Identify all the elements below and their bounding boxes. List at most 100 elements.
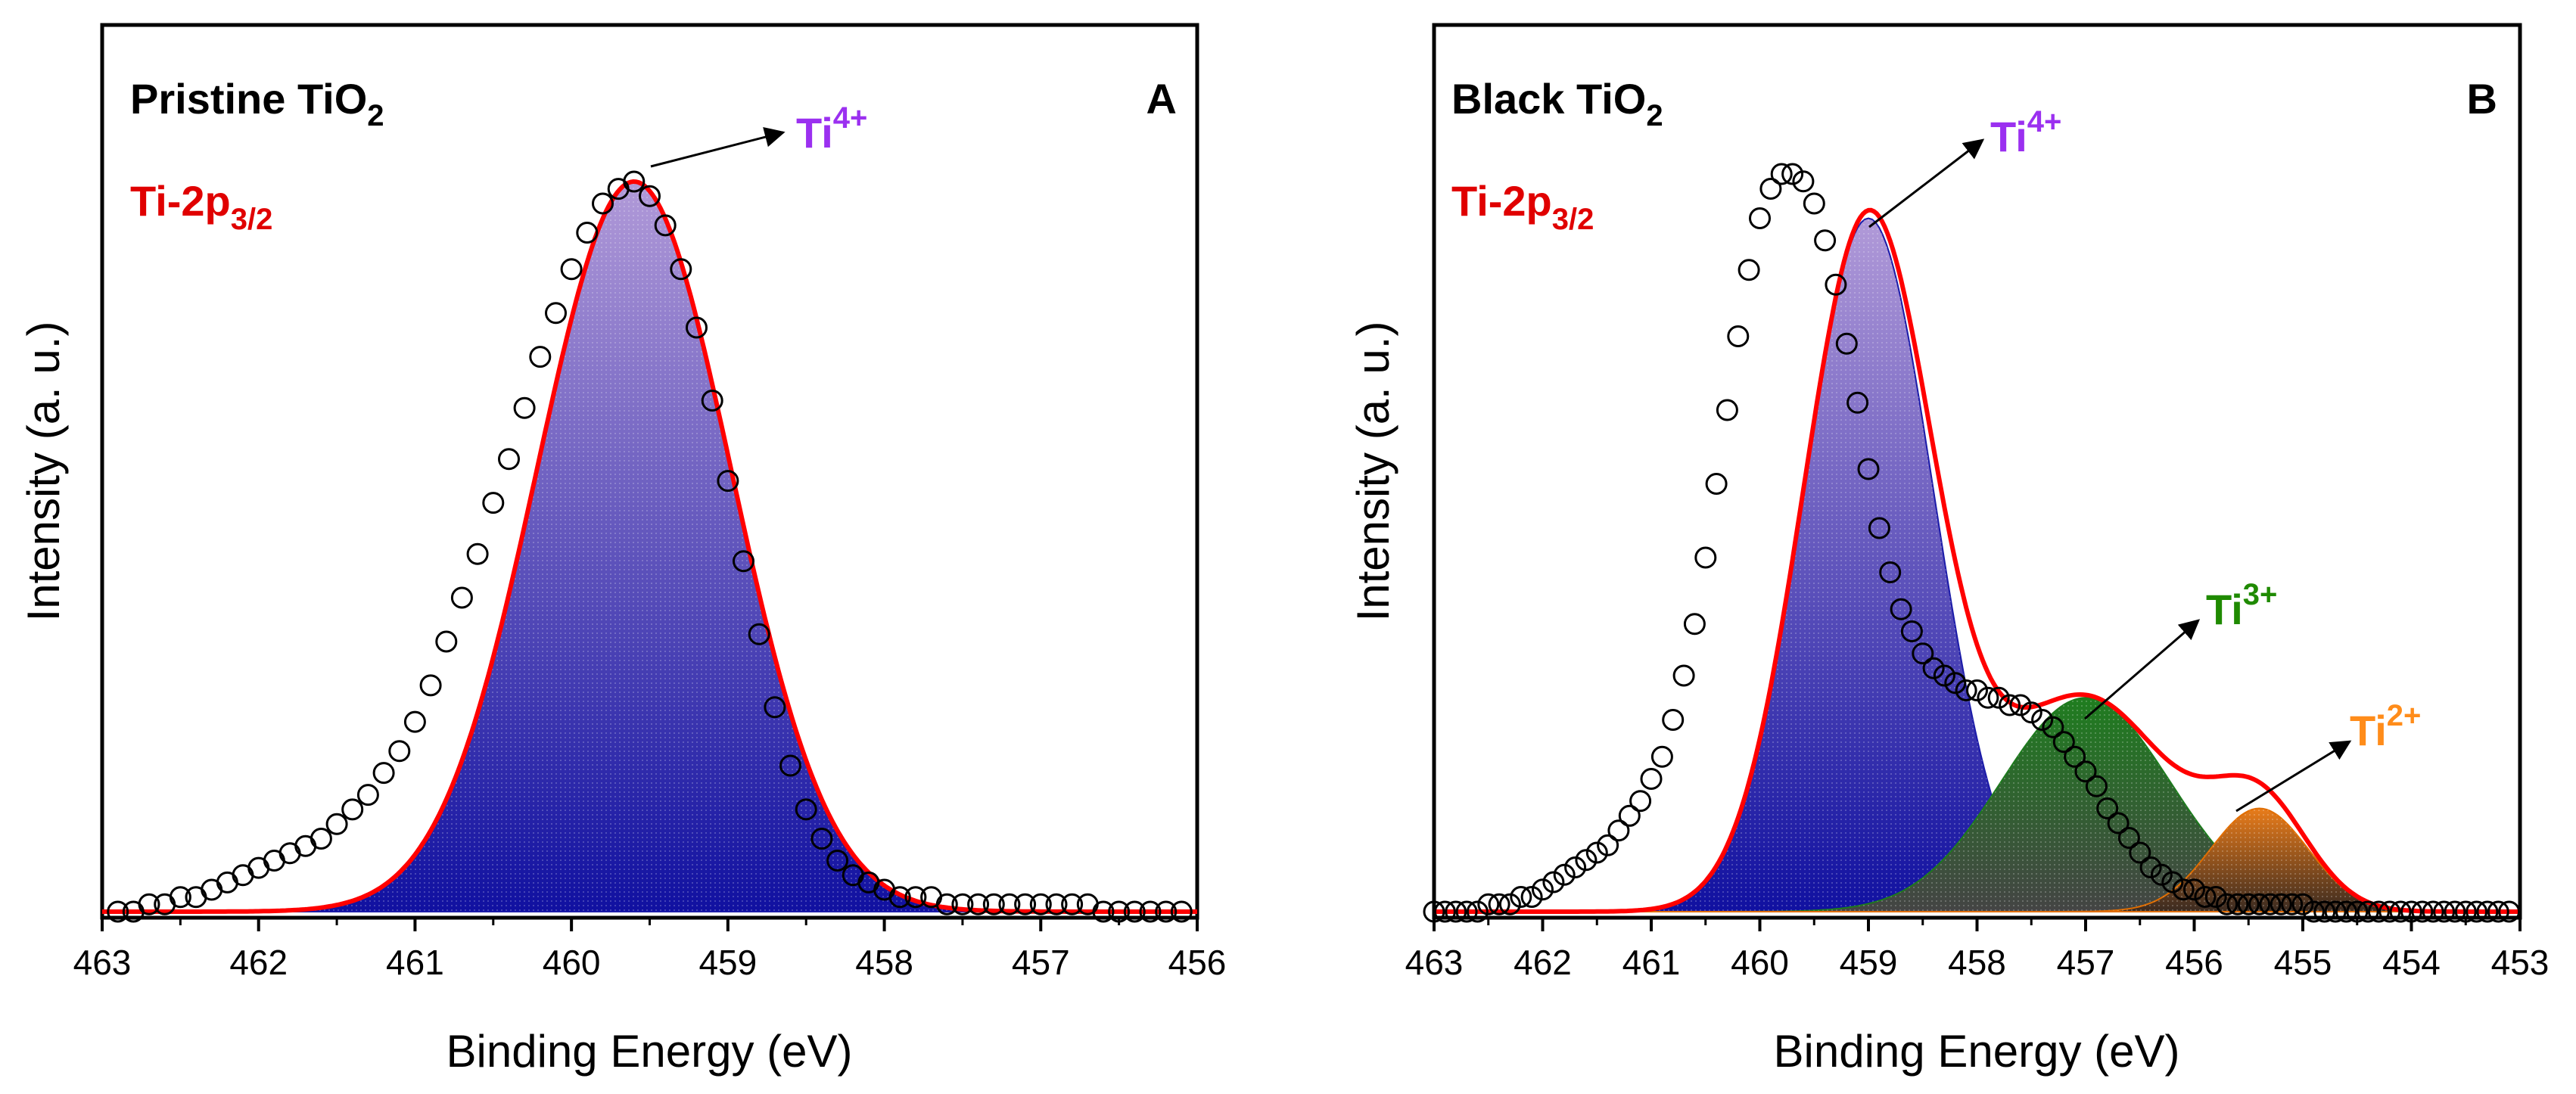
x-tick-label: 457 <box>2057 943 2115 982</box>
data-point <box>2064 745 2086 768</box>
data-point <box>795 798 817 821</box>
data-point <box>2476 900 2499 923</box>
ti3-label-b: Ti3+ <box>2206 578 2277 633</box>
x-tick-label: 454 <box>2382 943 2441 982</box>
data-point <box>341 798 364 821</box>
data-point <box>1781 163 1804 185</box>
data-point <box>2248 893 2271 915</box>
ti2-label-b: Ti2+ <box>2350 699 2421 754</box>
data-point <box>435 630 458 653</box>
data-point <box>388 740 411 763</box>
data-point <box>717 470 739 493</box>
data-point <box>1868 517 1890 539</box>
data-point <box>450 586 473 609</box>
x-tick-label: 462 <box>229 943 288 982</box>
data-point <box>310 828 332 850</box>
data-point <box>701 390 723 412</box>
data-point <box>1662 709 1685 731</box>
data-point <box>2281 893 2304 915</box>
data-point <box>1585 841 1608 864</box>
data-point <box>810 828 833 850</box>
peak-fills-b <box>1434 217 2520 912</box>
data-point <box>2335 900 2357 923</box>
ti3-arrow-b <box>2084 619 2201 720</box>
data-point <box>1650 745 1673 768</box>
data-point <box>1759 178 1782 200</box>
x-tick-label: 463 <box>73 943 132 982</box>
data-point <box>138 893 160 915</box>
data-point <box>639 185 661 207</box>
data-point <box>1597 834 1619 856</box>
data-point <box>2216 893 2238 915</box>
data-point <box>2237 893 2260 915</box>
ti4-arrow-b <box>1868 138 1985 228</box>
data-point <box>1123 900 1146 923</box>
data-point <box>1955 679 1977 701</box>
data-point <box>1890 598 1912 620</box>
data-point <box>2139 856 2162 878</box>
data-point <box>2161 871 2184 894</box>
data-point <box>1727 325 1750 347</box>
data-point <box>951 893 974 915</box>
data-point <box>466 542 489 565</box>
data-point <box>1933 664 1955 687</box>
x-ticks-a: 463 462 461 460 459 458 457 456 <box>73 918 1226 982</box>
data-point <box>826 850 849 872</box>
data-point <box>2357 900 2379 923</box>
data-point <box>982 893 1005 915</box>
data-point <box>1014 893 1037 915</box>
data-point <box>2444 900 2466 923</box>
data-point <box>654 214 677 237</box>
peak-fills-a <box>102 181 1197 912</box>
data-point <box>2096 797 2119 819</box>
data-point <box>2031 709 2054 731</box>
data-point <box>2433 900 2456 923</box>
data-point <box>888 886 911 909</box>
data-point <box>529 346 552 368</box>
x-tick-label: 455 <box>2274 943 2332 982</box>
data-point <box>686 316 708 339</box>
data-point <box>1607 819 1630 842</box>
data-point <box>2129 841 2151 864</box>
data-point <box>935 893 958 915</box>
data-point <box>1498 893 1521 915</box>
x-tick-label: 459 <box>698 943 757 982</box>
x-tick-label: 453 <box>2491 943 2550 982</box>
data-point <box>2042 716 2064 738</box>
data-point <box>1846 391 1869 414</box>
data-point <box>2302 900 2325 923</box>
data-point <box>2291 893 2314 915</box>
state-label-a: Ti-2p3/2 <box>130 177 272 236</box>
data-point <box>1825 273 1847 296</box>
data-point <box>2074 760 2097 783</box>
data-point <box>1092 900 1115 923</box>
data-point <box>733 550 754 573</box>
data-point <box>1716 399 1738 421</box>
state-label-b: Ti-2p3/2 <box>1451 177 1594 236</box>
data-point <box>2172 878 2195 901</box>
data-point <box>904 886 927 909</box>
x-tick-label: 458 <box>855 943 913 982</box>
data-point <box>1683 613 1706 636</box>
panel-a: 463 462 461 460 459 458 457 456 Binding Energy … <box>18 23 1226 1077</box>
data-point <box>1999 694 2021 716</box>
data-point <box>2226 893 2249 915</box>
data-point <box>1749 207 1771 229</box>
data-point <box>2487 900 2509 923</box>
data-point <box>623 170 646 193</box>
data-point <box>764 696 786 719</box>
data-point <box>1792 170 1815 193</box>
data-point <box>1770 163 1793 185</box>
data-point <box>1061 893 1084 915</box>
ti4-label-a: Ti4+ <box>796 101 867 157</box>
x-tick-label: 463 <box>1405 943 1464 982</box>
data-point <box>545 302 567 325</box>
x-tick-label: 460 <box>543 943 601 982</box>
data-point <box>2389 900 2412 923</box>
data-point <box>670 258 692 281</box>
data-point <box>1466 900 1489 923</box>
x-axis-title-a: Binding Energy (eV) <box>446 1026 853 1077</box>
fit-curve-b <box>1434 207 2520 914</box>
data-point <box>1803 192 1825 215</box>
data-point <box>779 754 801 777</box>
